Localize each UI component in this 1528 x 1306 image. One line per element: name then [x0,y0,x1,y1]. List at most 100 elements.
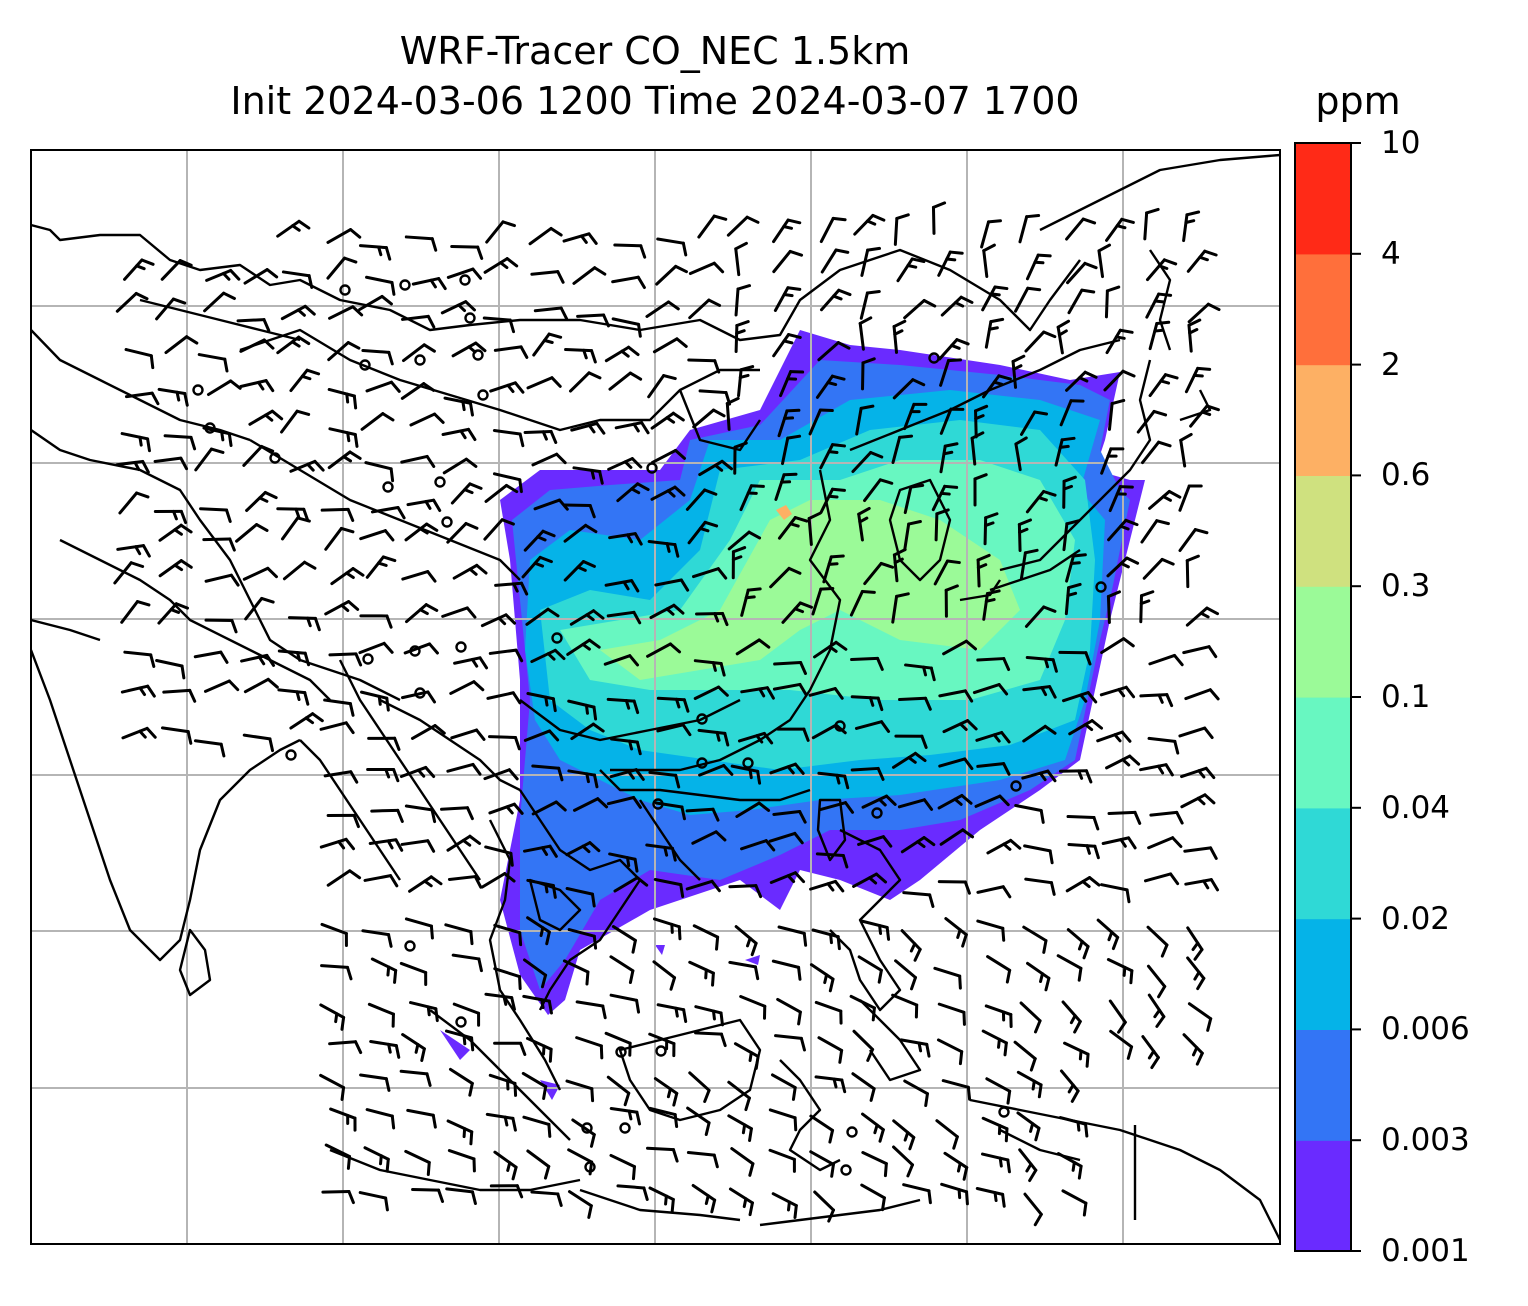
wind-barb [1056,319,1071,355]
wind-barb [650,485,686,501]
wind-barb [446,1119,474,1146]
wind-barb [777,925,808,947]
wind-barb [941,1079,972,1101]
wind-barb [730,764,762,785]
wind-barb [1141,440,1172,465]
coastline-segment [329,1148,581,1192]
wind-barb [484,845,514,867]
wind-barb [1100,637,1135,655]
wind-barb [1066,928,1090,960]
wind-barb [118,491,150,515]
wind-barb [360,690,390,712]
wind-barb [904,663,936,682]
calm-wind-marker [404,940,416,952]
wind-barb [235,523,269,543]
wind-barb [616,1184,649,1201]
wind-barb [1054,436,1076,467]
wind-barb [404,804,437,824]
wind-barb [857,955,883,984]
wind-barb [734,925,758,957]
wind-barb [939,442,959,474]
wind-barb [740,587,762,617]
colorbar-tick-label: 4 [1381,235,1401,272]
wind-barb [369,1040,401,1059]
calm-wind-marker [204,422,216,434]
wind-barb [939,358,962,387]
wind-barb [818,801,855,814]
wind-barb [609,768,645,781]
wind-barb [688,960,715,987]
colorbar-tick-label: 10 [1381,125,1421,161]
calm-wind-marker [362,653,374,665]
wind-barb [564,348,597,364]
wind-barb [976,919,1006,942]
wind-barb [483,257,519,274]
wind-barb [899,1038,931,1058]
wind-barb [817,1036,844,1064]
wind-barb [193,739,226,758]
wind-barb [861,357,876,391]
wind-barb [692,924,720,951]
wind-barb [411,277,447,291]
wind-barb [903,1079,929,1108]
wind-barb [445,1187,477,1206]
calm-wind-marker [655,1045,667,1057]
wind-barb [656,723,692,737]
wind-barb [1187,302,1221,324]
wind-barb [366,767,400,783]
wind-barb [576,313,610,328]
wind-barb [1014,286,1042,313]
coastline-segment [429,1009,571,1141]
wind-barb [242,444,275,467]
wind-barb [1179,432,1193,468]
map-frame [30,149,1281,1245]
calm-wind-marker [696,713,708,725]
wind-barb [409,1001,439,1023]
wind-barb [1059,399,1085,427]
wind-barb [155,659,186,680]
wind-barb [1108,485,1134,513]
wind-barb [522,994,553,1015]
calm-wind-marker [459,274,471,286]
wind-barb [404,1149,431,1176]
wind-barb [158,559,193,578]
wind-barb [358,244,392,261]
wind-barb [531,800,567,816]
colorbar-tick-label: 0.001 [1381,1233,1470,1269]
wind-barb [891,592,910,624]
wind-barb [444,1029,475,1052]
wind-barb [1019,548,1039,580]
wind-barb [493,1041,527,1056]
wind-barb [726,215,760,237]
wind-barb [405,603,439,624]
wind-barb [525,607,560,626]
wind-barb [409,412,445,427]
wind-barb [940,1182,969,1206]
wind-barb [611,275,646,289]
wind-barb [400,314,436,329]
colorbar-segment [1295,364,1351,476]
wind-barb [739,995,767,1020]
wind-barb [368,838,404,852]
wind-barb [370,506,406,520]
plume-band [440,1030,470,1060]
wind-barb [1096,918,1120,951]
wind-barb [771,1192,798,1220]
wind-barb [781,601,813,624]
calm-wind-marker [619,1122,631,1134]
wind-barb [811,723,847,740]
wind-barb [728,884,763,899]
wind-barb [489,381,525,394]
wind-barb [808,687,844,700]
wind-barb [365,555,397,579]
wind-barb [1100,447,1125,475]
wind-barb [892,548,907,583]
colorbar-tick-label: 0.1 [1381,679,1431,715]
calm-wind-marker [551,632,563,644]
wind-barb [685,879,721,893]
wind-barb [820,248,850,274]
coastline-segment [959,579,1001,602]
wind-barb [611,925,637,954]
wind-barb [245,490,278,513]
coastline-segment [888,478,952,582]
